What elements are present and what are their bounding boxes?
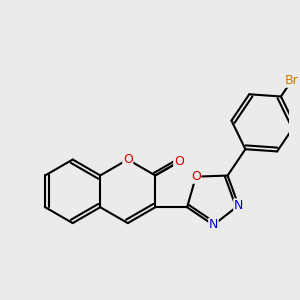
Text: O: O xyxy=(174,155,184,168)
Text: N: N xyxy=(234,199,243,212)
Text: O: O xyxy=(123,153,133,166)
Text: Br: Br xyxy=(285,74,298,87)
Text: N: N xyxy=(209,218,218,232)
Text: O: O xyxy=(191,170,201,183)
